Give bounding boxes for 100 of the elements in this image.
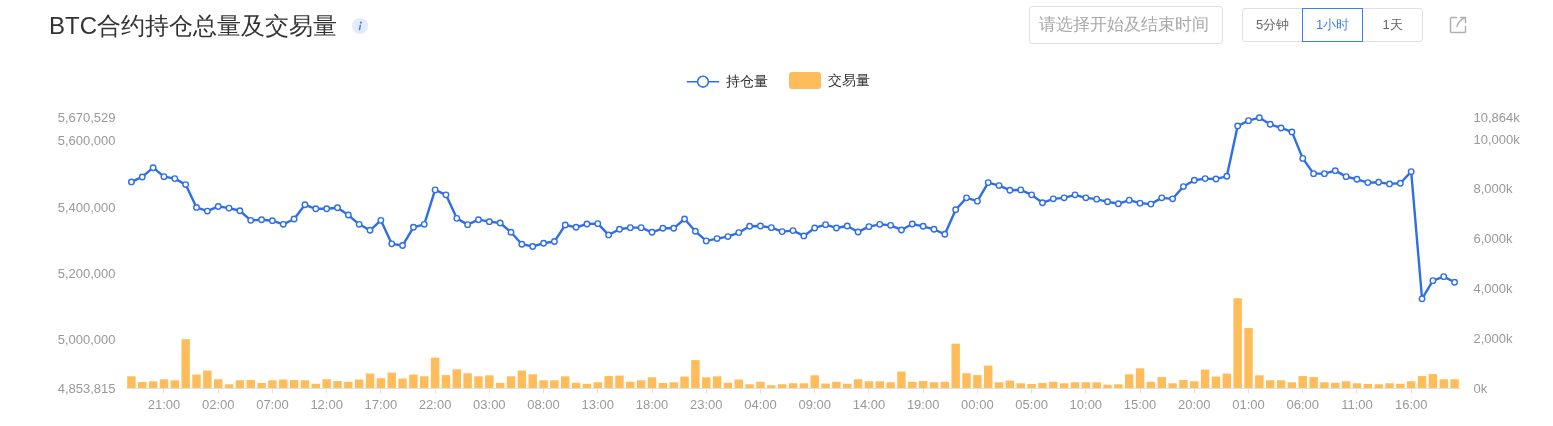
bar	[1124, 374, 1134, 388]
interval-button[interactable]: 1小时	[1302, 8, 1363, 42]
bar	[1190, 381, 1199, 388]
x-tick-label: 12:00	[310, 396, 343, 412]
bar	[1135, 368, 1145, 388]
bar	[322, 379, 331, 388]
x-tick-label: 19:00	[906, 396, 940, 412]
bar	[691, 360, 700, 388]
bar	[1233, 298, 1242, 388]
bar	[799, 383, 809, 388]
bar	[170, 380, 180, 388]
y2-tick-label: 2,000k	[1473, 330, 1514, 346]
bar	[1092, 382, 1101, 388]
bar	[333, 381, 342, 388]
y2-tick-label: 10,864k	[1473, 110, 1521, 125]
bar	[430, 357, 440, 388]
bar	[1255, 375, 1264, 388]
bar	[1331, 382, 1340, 388]
bar	[1363, 384, 1373, 388]
x-tick-label: 17:00	[364, 396, 398, 412]
y2-tick-label: 4,000k	[1473, 280, 1514, 296]
bar	[289, 380, 299, 388]
bar	[1049, 381, 1058, 388]
bar	[1450, 379, 1459, 388]
x-tick-label: 07:00	[256, 396, 289, 412]
bar	[1309, 377, 1318, 388]
x-tick-label: 21:00	[147, 396, 181, 412]
bar	[506, 376, 516, 388]
x-tick-label: 04:00	[744, 396, 777, 412]
x-tick-label: 14:00	[852, 396, 886, 412]
bar	[908, 381, 917, 388]
bar	[203, 370, 212, 388]
bar	[257, 383, 266, 388]
bar	[918, 381, 928, 388]
bar	[1244, 327, 1253, 388]
x-tick-label: 13:00	[581, 396, 615, 412]
bar	[1298, 376, 1307, 388]
y-tick-label: 5,670,529	[57, 110, 116, 125]
bar	[485, 375, 494, 388]
bar	[1352, 383, 1362, 388]
bar	[1417, 376, 1427, 388]
bar	[365, 373, 375, 388]
bar	[398, 378, 407, 388]
bar	[712, 376, 722, 388]
bar	[1374, 384, 1383, 388]
interval-button[interactable]: 1天	[1362, 8, 1423, 42]
bar	[669, 382, 678, 388]
bar	[213, 379, 223, 388]
bar	[615, 375, 624, 388]
x-tick-label: 23:00	[689, 396, 723, 412]
bar	[1211, 376, 1221, 388]
bar	[788, 383, 798, 388]
bar	[636, 380, 646, 388]
y-tick-label: 5,400,000	[57, 199, 116, 215]
interval-button[interactable]: 5分钟	[1242, 8, 1303, 42]
bar	[767, 385, 776, 388]
bar	[148, 381, 158, 388]
bar	[962, 373, 971, 388]
bar	[539, 380, 548, 388]
bar	[376, 378, 386, 388]
bar	[1439, 379, 1448, 388]
bar	[821, 383, 830, 388]
bar	[756, 381, 765, 388]
bar	[745, 384, 754, 388]
bar	[1168, 383, 1177, 388]
x-tick-label: 02:00	[201, 396, 235, 412]
bar	[463, 373, 472, 388]
y-tick-label: 5,600,000	[57, 133, 116, 149]
bar	[571, 382, 581, 388]
bar	[1059, 383, 1069, 388]
bar	[159, 379, 169, 388]
bar	[951, 343, 960, 388]
bar	[344, 381, 353, 388]
y-tick-label: 5,200,000	[57, 265, 116, 281]
legend-label: 交易量	[828, 71, 870, 88]
bar	[192, 374, 201, 388]
bar	[940, 381, 950, 388]
bar	[1146, 381, 1156, 388]
bar	[300, 380, 310, 388]
bar	[1027, 384, 1036, 388]
bar	[1038, 383, 1047, 388]
bar	[593, 382, 603, 388]
bar	[420, 376, 429, 388]
bar	[1081, 382, 1091, 388]
bar	[875, 381, 884, 388]
bar	[528, 374, 537, 388]
bar	[1016, 383, 1025, 388]
bar	[1157, 377, 1166, 388]
y2-tick-label: 10,000k	[1473, 131, 1521, 147]
x-tick-label: 05:00	[1015, 396, 1048, 412]
x-tick-label: 01:00	[1232, 396, 1265, 412]
bar	[1320, 382, 1329, 388]
bar	[235, 380, 245, 388]
bar	[1103, 384, 1112, 388]
bar	[224, 384, 234, 388]
x-tick-label: 16:00	[1394, 396, 1428, 412]
bar	[777, 384, 787, 388]
bar	[702, 377, 711, 388]
bar	[929, 382, 939, 388]
x-tick-label: 03:00	[473, 396, 506, 412]
